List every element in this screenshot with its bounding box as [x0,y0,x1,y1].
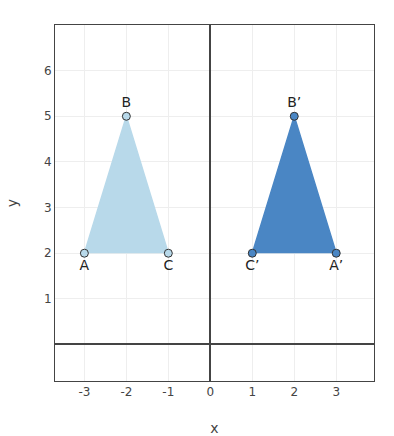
svg-text:C’: C’ [245,257,259,273]
svg-text:2: 2 [44,246,52,260]
svg-text:5: 5 [44,109,52,123]
svg-text:3: 3 [44,201,52,215]
svg-text:1: 1 [44,292,52,306]
svg-text:1: 1 [248,385,256,399]
svg-text:A: A [80,257,90,273]
svg-text:3: 3 [332,385,340,399]
svg-text:0: 0 [206,385,214,399]
svg-text:B’: B’ [287,94,301,110]
svg-text:-2: -2 [120,385,132,399]
svg-text:2: 2 [290,385,298,399]
svg-text:6: 6 [44,64,52,78]
svg-text:-1: -1 [162,385,174,399]
svg-text:4: 4 [44,155,52,169]
svg-text:C: C [163,257,173,273]
svg-text:A’: A’ [329,257,343,273]
svg-text:y: y [4,199,20,207]
svg-text:-3: -3 [78,385,90,399]
svg-text:x: x [210,420,218,436]
svg-text:B: B [122,94,132,110]
